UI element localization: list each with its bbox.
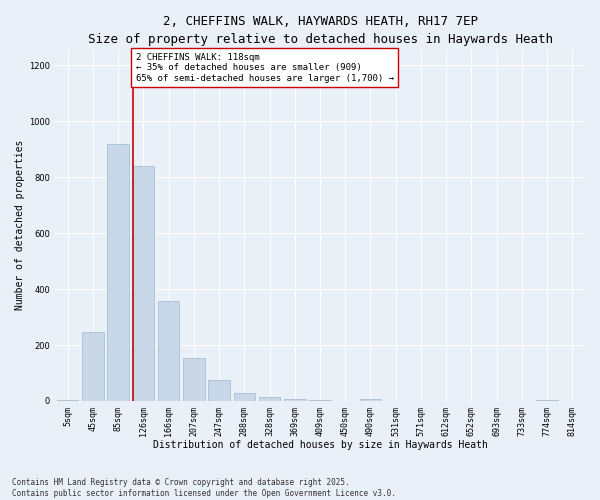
Y-axis label: Number of detached properties: Number of detached properties	[15, 140, 25, 310]
Bar	[208, 380, 230, 401]
Bar	[133, 166, 154, 401]
Bar	[309, 400, 331, 401]
Bar	[233, 392, 255, 401]
Bar	[284, 398, 305, 401]
Bar	[57, 400, 79, 401]
Bar	[107, 144, 129, 401]
Bar	[360, 398, 381, 401]
Bar	[259, 397, 280, 401]
Bar	[183, 358, 205, 401]
Text: 2 CHEFFINS WALK: 118sqm
← 35% of detached houses are smaller (909)
65% of semi-d: 2 CHEFFINS WALK: 118sqm ← 35% of detache…	[136, 53, 394, 82]
Text: Contains HM Land Registry data © Crown copyright and database right 2025.
Contai: Contains HM Land Registry data © Crown c…	[12, 478, 396, 498]
Bar	[82, 332, 104, 401]
Title: 2, CHEFFINS WALK, HAYWARDS HEATH, RH17 7EP
Size of property relative to detached: 2, CHEFFINS WALK, HAYWARDS HEATH, RH17 7…	[88, 15, 553, 46]
Bar	[158, 301, 179, 401]
X-axis label: Distribution of detached houses by size in Haywards Heath: Distribution of detached houses by size …	[152, 440, 487, 450]
Bar	[536, 400, 558, 401]
